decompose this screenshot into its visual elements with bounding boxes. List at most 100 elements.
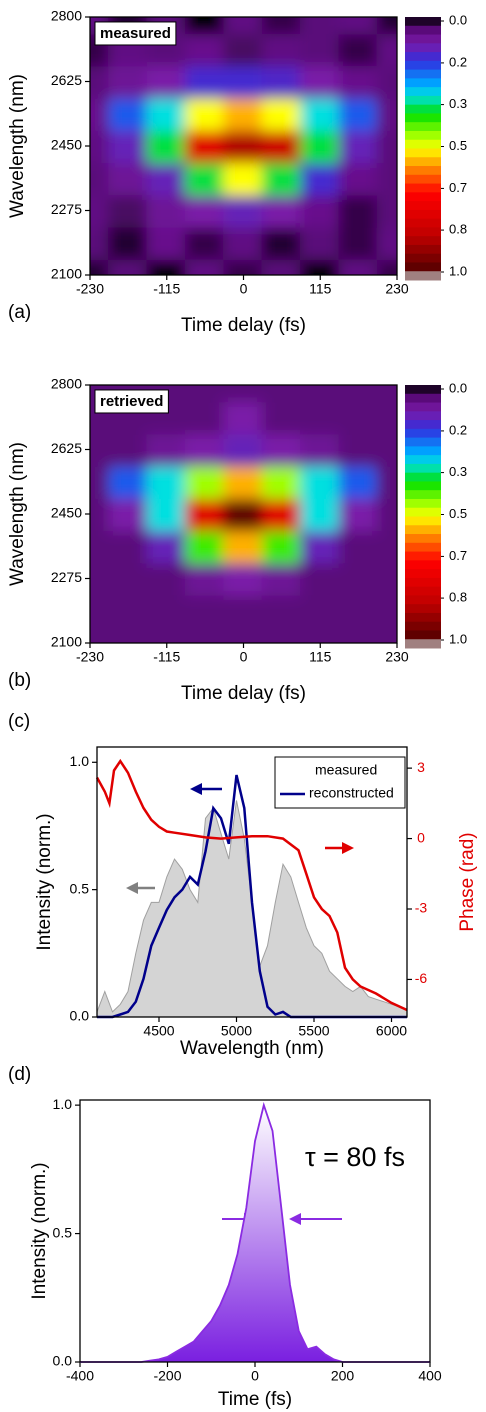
colorbar-band xyxy=(405,52,441,61)
colorbar-band xyxy=(405,438,441,447)
colorbar-band xyxy=(405,236,441,245)
y-axis-title: Intensity (norm.) xyxy=(29,1162,50,1299)
colorbar-band xyxy=(405,262,441,271)
panel-label: (b) xyxy=(8,670,31,691)
colorbar-band xyxy=(405,569,441,578)
legend-label: reconstructed xyxy=(309,785,394,801)
heatmap-cell xyxy=(300,432,340,466)
colorbar-band xyxy=(405,219,441,228)
colorbar-band xyxy=(405,630,441,639)
panel-label: (a) xyxy=(8,302,31,323)
colorbar-band xyxy=(405,517,441,526)
heatmap-cell xyxy=(147,129,187,163)
heatmap-cell xyxy=(338,465,378,499)
heatmap-cell xyxy=(223,497,263,531)
x-tick-label: 400 xyxy=(418,1368,442,1384)
heatmap-cell xyxy=(338,529,378,563)
colorbar-band xyxy=(405,403,441,412)
colorbar-band xyxy=(405,455,441,464)
heatmap-cell xyxy=(338,129,378,163)
colorbar-label: 0.8 xyxy=(449,222,467,237)
x-axis-title: Time (fs) xyxy=(218,1389,292,1410)
heatmap-cell xyxy=(185,161,225,195)
y-tick-label: 1.0 xyxy=(53,1096,73,1112)
y-tick-label: 2450 xyxy=(51,137,82,153)
colorbar-band xyxy=(405,131,441,140)
heatmap-cell xyxy=(108,64,148,98)
heatmap-cell xyxy=(147,529,187,563)
pulse-annotation: τ = 80 fs xyxy=(305,1142,405,1172)
heatmap-cell xyxy=(223,97,263,131)
colorbar-band xyxy=(405,184,441,193)
y-tick-label: 2450 xyxy=(51,505,82,521)
x-tick-label: -230 xyxy=(76,649,104,665)
heatmap-cell xyxy=(185,432,225,466)
heatmap-cell xyxy=(262,561,302,595)
colorbar-band xyxy=(405,578,441,587)
y2-axis-title: Phase (rad) xyxy=(457,832,478,931)
heatmap-cell xyxy=(108,594,148,628)
colorbar-band xyxy=(405,639,441,648)
heatmap-cell xyxy=(223,32,263,66)
heatmap-cell xyxy=(185,226,225,260)
heatmap-cell xyxy=(147,561,187,595)
heatmap-cell xyxy=(108,226,148,260)
colorbar-label: 0.3 xyxy=(449,464,467,479)
heatmap-cell xyxy=(185,64,225,98)
colorbar-band xyxy=(405,17,441,26)
colorbar-band xyxy=(405,61,441,70)
heatmap-cell xyxy=(300,400,340,434)
heatmap-cell xyxy=(338,193,378,227)
y2-tick-label: 3 xyxy=(417,759,425,775)
y-tick-label: 0.5 xyxy=(53,1224,73,1240)
colorbar-band xyxy=(405,604,441,613)
heatmap-cell xyxy=(223,561,263,595)
colorbar-label: 1.0 xyxy=(449,631,467,646)
heatmap-cell xyxy=(262,226,302,260)
heatmap-cell xyxy=(262,129,302,163)
heatmap-cell xyxy=(338,561,378,595)
x-tick-label: 5500 xyxy=(298,1023,329,1039)
heatmap-cell xyxy=(108,497,148,531)
heatmap-cell xyxy=(147,97,187,131)
heatmap-cell xyxy=(300,465,340,499)
colorbar-label: 1.0 xyxy=(449,263,467,278)
heatmap-cell xyxy=(147,161,187,195)
heatmap-cell xyxy=(300,594,340,628)
heatmap-cell xyxy=(262,529,302,563)
colorbar-band xyxy=(405,227,441,236)
heatmap-cell xyxy=(262,32,302,66)
heatmap-cell xyxy=(108,465,148,499)
heatmap-cell xyxy=(185,400,225,434)
colorbar-label: 0.5 xyxy=(449,138,467,153)
heatmap-cell xyxy=(185,97,225,131)
x-tick-label: 200 xyxy=(331,1368,355,1384)
y-axis-title: Intensity (norm.) xyxy=(34,813,55,950)
x-tick-label: 5000 xyxy=(221,1023,252,1039)
colorbar-band xyxy=(405,534,441,543)
colorbar-band xyxy=(405,35,441,44)
y-tick-label: 2625 xyxy=(51,440,82,456)
colorbar-label: 0.8 xyxy=(449,590,467,605)
colorbar-band xyxy=(405,622,441,631)
colorbar-label: 0.7 xyxy=(449,180,467,195)
heatmap-cell xyxy=(262,400,302,434)
y-tick-label: 1.0 xyxy=(70,753,90,769)
heatmap-cell xyxy=(338,432,378,466)
colorbar-band xyxy=(405,429,441,438)
colorbar-band xyxy=(405,595,441,604)
colorbar-band xyxy=(405,192,441,201)
heatmap-cell xyxy=(223,64,263,98)
colorbar-band xyxy=(405,271,441,280)
y-tick-label: 2100 xyxy=(51,266,82,282)
x-tick-label: 230 xyxy=(385,649,409,665)
heatmap-cell xyxy=(147,465,187,499)
colorbar-label: 0.3 xyxy=(449,96,467,111)
x-tick-label: 230 xyxy=(385,281,409,297)
colorbar-band xyxy=(405,210,441,219)
heatmap-cell xyxy=(108,529,148,563)
colorbar-band xyxy=(405,70,441,79)
colorbar-band xyxy=(405,587,441,596)
heatmap-cell xyxy=(185,529,225,563)
